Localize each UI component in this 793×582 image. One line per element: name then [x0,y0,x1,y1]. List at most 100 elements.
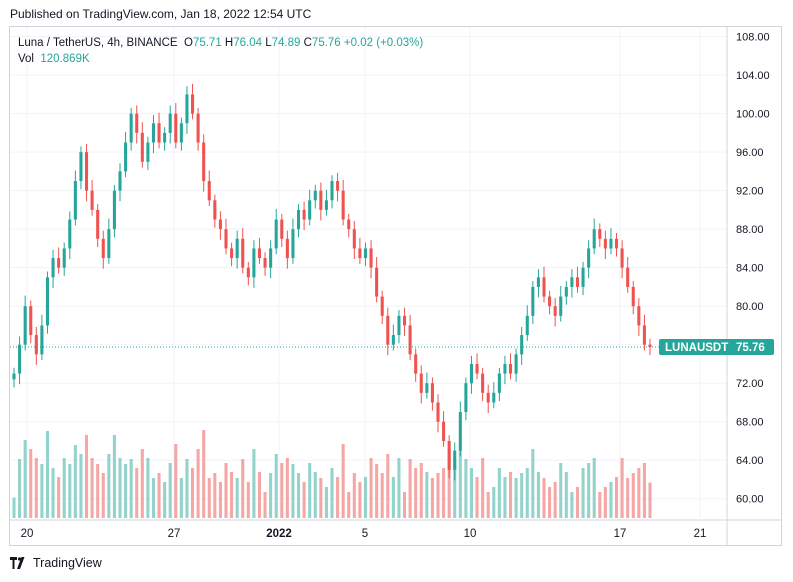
volume-bar [341,444,345,518]
volume-bar [458,450,462,518]
volume-bar [45,431,50,518]
candles [12,83,652,481]
volume-bar [296,473,301,518]
candle-body [101,238,105,259]
candle-body [587,248,591,268]
price-tag-bg [659,339,774,356]
volume-bar [124,464,128,518]
x-tick-label: 2022 [266,528,292,540]
volume-bar [436,473,440,518]
volume-bar [375,464,379,518]
volume-bar [246,482,250,518]
y-tick-label: 64.00 [736,455,764,467]
volume-bar [419,463,423,518]
volume-bar [464,459,468,518]
candle-body [391,335,395,345]
time-axis: 20 27 2022 5 10 17 21 [21,528,707,540]
candle-body [324,200,328,210]
candle-body [553,306,557,316]
volume-bar [609,482,613,518]
candle-body [469,363,474,384]
volume-bar [280,463,284,518]
volume-bar [614,477,619,518]
candle-body [347,219,351,230]
volume-bar [531,449,535,518]
candle-body [648,344,652,348]
candle-body [62,248,66,268]
candle-body [280,219,284,239]
volume-bar [185,459,189,518]
candle-body [257,248,262,259]
footer[interactable]: TradingView [10,556,102,570]
candle-body [68,219,72,249]
candle-body [308,200,312,220]
candle-body [213,200,217,220]
candle-body [140,132,144,162]
volume-bar [503,477,507,518]
candle-body [631,286,635,307]
candle-body [57,258,61,268]
legend-symbol: Luna / TetherUS, 4h, BINANCE [18,37,178,49]
candle-body [12,373,16,380]
candle-body [614,238,619,249]
candle-body [380,296,384,316]
candle-body [481,373,485,393]
candle-body [436,402,440,422]
volume-bar [274,454,278,518]
candle-body [525,315,529,336]
volume-bar [51,468,55,518]
candle-body [84,152,89,191]
candle-body [442,421,446,441]
volume-bar [190,468,195,518]
legend-o-label: O [183,37,193,49]
volume-bar [475,477,479,518]
candle-body [414,354,418,374]
volume-bar [347,492,351,518]
x-tick-label: 27 [168,528,181,540]
candle-body [252,248,256,278]
y-tick-label: 60.00 [736,494,764,506]
candle-body [135,113,139,133]
y-tick-label: 108.00 [736,32,770,44]
volume-bar [302,482,306,518]
chart-frame[interactable] [9,26,782,546]
candle-body [274,219,278,249]
candle-body [51,258,55,278]
volume-bar [34,458,38,518]
candle-body [79,152,83,182]
volume-bar [598,492,602,518]
volume-bar [369,458,373,518]
volume-bar [151,478,156,518]
volume-bar [363,477,368,518]
candle-body [564,286,568,297]
y-tick-label: 88.00 [736,224,764,236]
volume-bar [570,492,574,518]
candle-body [129,113,133,143]
volume-bar [559,463,563,518]
volume-bar [336,477,340,518]
candle-body [503,363,507,374]
candle-body [542,277,546,297]
volume-bar [469,468,474,518]
candle-body [559,296,563,316]
volume-bar [587,463,591,518]
volume-bar [319,478,323,518]
candle-body [319,190,323,210]
candle-body [168,113,172,133]
candle-body [352,229,356,249]
candle-body [575,277,580,287]
candle-body [453,450,457,470]
volume-bar [486,492,490,518]
volume-bar [163,482,167,518]
candle-body [520,335,524,355]
candle-body [592,229,596,249]
volume-bar [637,468,641,518]
candle-body [202,142,206,182]
volume-bar [442,468,446,518]
candle-body [330,181,334,201]
legend-low: 74.89 [271,37,301,49]
volume-bar [107,454,111,518]
volume-bar [497,468,501,518]
volume-bar [291,464,295,518]
